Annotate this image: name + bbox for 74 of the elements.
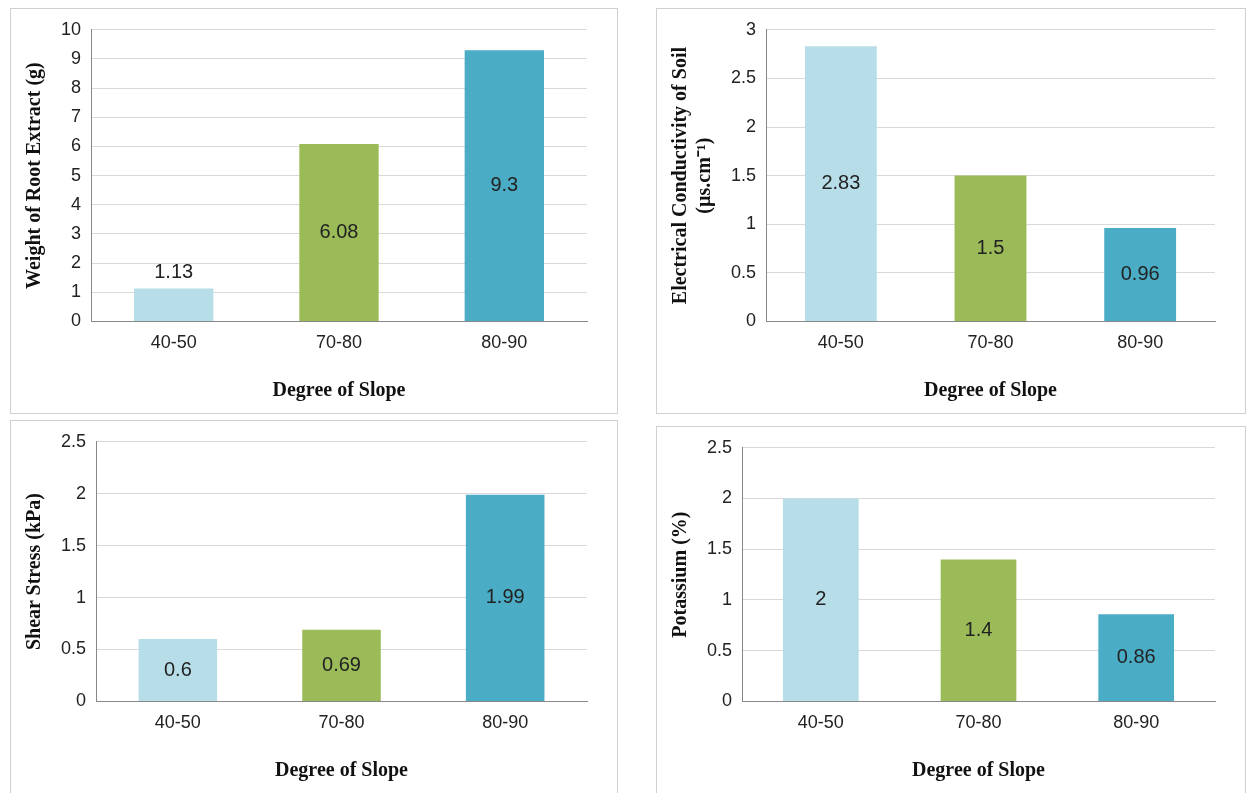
y-tick-label: 1.5: [730, 164, 757, 185]
y-tick-label: 2.5: [60, 430, 87, 451]
bar: [302, 629, 381, 701]
bar: [783, 498, 859, 701]
bar: [940, 559, 1017, 701]
y-tick-label: 0.5: [706, 639, 733, 660]
y-tick-label: 5: [71, 164, 82, 185]
x-tick-label: 80-90: [481, 332, 528, 353]
y-tick-label: 0: [71, 310, 82, 331]
y-tick-label: 2.5: [730, 67, 757, 88]
data-label: 0.69: [322, 652, 361, 675]
x-tick-label: 70-80: [967, 332, 1014, 353]
x-axis-title: Degree of Slope: [912, 758, 1046, 782]
bar: [1098, 614, 1175, 701]
y-tick-label: 8: [71, 77, 82, 98]
data-label: 9.3: [490, 173, 519, 196]
y-tick-label: 0: [76, 690, 87, 711]
data-label: 2.83: [821, 171, 861, 194]
y-tick-label: 1: [746, 213, 757, 234]
x-tick-label: 80-90: [482, 712, 529, 733]
x-tick-label: 80-90: [1117, 332, 1164, 353]
x-tick-label: 40-50: [797, 712, 844, 733]
bar: [465, 494, 545, 701]
y-tick-label: 3: [746, 18, 757, 39]
y-tick-label: 2: [76, 482, 87, 503]
x-tick-label: 40-50: [150, 332, 197, 353]
bar: [464, 50, 545, 321]
y-tick-label: 0: [722, 690, 733, 711]
y-tick-label: 9: [71, 47, 82, 68]
data-label: 0.86: [1116, 645, 1156, 668]
data-label: 1.99: [485, 585, 525, 608]
data-label: 1.4: [964, 617, 993, 640]
data-label: 0.96: [1120, 262, 1160, 285]
y-tick-label: 1.5: [60, 534, 87, 555]
y-tick-label: 0.5: [730, 261, 757, 282]
x-axis-title: Degree of Slope: [275, 758, 409, 782]
x-tick-label: 70-80: [318, 712, 365, 733]
bar: [954, 175, 1027, 321]
data-label: 2: [815, 587, 827, 610]
y-axis-title: Shear Stress (kPa): [22, 493, 46, 651]
x-tick-label: 70-80: [315, 332, 363, 353]
x-tick-label: 70-80: [955, 712, 1002, 733]
y-tick-label: 1: [722, 588, 733, 609]
bar: [804, 46, 877, 321]
y-axis-title: Potassium (%): [668, 511, 692, 638]
x-tick-label: 40-50: [154, 712, 201, 733]
y-tick-label: 4: [71, 193, 82, 214]
y-tick-label: 6: [71, 135, 82, 156]
y-tick-label: 1: [76, 586, 87, 607]
y-tick-label: 10: [60, 18, 82, 39]
y-tick-label: 2: [746, 115, 757, 136]
y-tick-label: 1: [71, 281, 82, 302]
y-tick-label: 2: [722, 487, 733, 508]
bar: [1104, 228, 1177, 321]
y-tick-label: 3: [71, 222, 82, 243]
data-label: 0.6: [163, 657, 192, 680]
y-tick-label: 0: [746, 310, 757, 331]
x-axis-title: Degree of Slope: [272, 378, 406, 402]
data-label: 1.5: [976, 235, 1005, 258]
data-label: 1.13: [154, 259, 194, 282]
y-tick-label: 2: [71, 252, 82, 273]
y-axis-title: Electrical Conductivity of Soil (µs.cm⁻¹): [668, 46, 716, 305]
data-label: 6.08: [319, 220, 359, 243]
bar: [134, 288, 214, 321]
y-tick-label: 0.5: [60, 638, 87, 659]
bar: [299, 144, 379, 321]
x-axis-title: Degree of Slope: [924, 378, 1058, 402]
y-tick-label: 7: [71, 106, 82, 127]
y-tick-label: 1.5: [706, 538, 733, 559]
x-tick-label: 40-50: [817, 332, 864, 353]
y-tick-label: 2.5: [706, 436, 733, 457]
bar: [138, 639, 218, 701]
x-tick-label: 80-90: [1113, 712, 1160, 733]
y-axis-title: Weight of Root Extract (g): [22, 62, 46, 289]
